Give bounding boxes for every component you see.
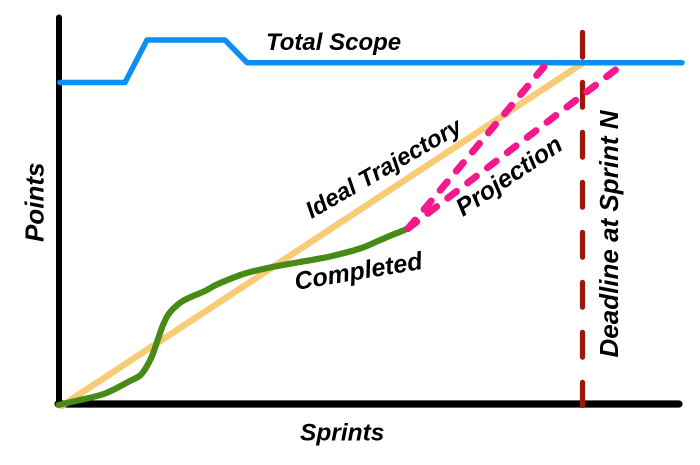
svg-text:Completed: Completed [292, 247, 425, 296]
svg-text:Total Scope: Total Scope [266, 29, 401, 56]
svg-text:Points: Points [20, 163, 50, 242]
svg-text:Projection: Projection [451, 130, 568, 222]
svg-text:Deadline at Sprint N: Deadline at Sprint N [594, 109, 624, 357]
svg-text:Sprints: Sprints [300, 420, 384, 447]
svg-text:Ideal Trajectory: Ideal Trajectory [301, 112, 468, 224]
